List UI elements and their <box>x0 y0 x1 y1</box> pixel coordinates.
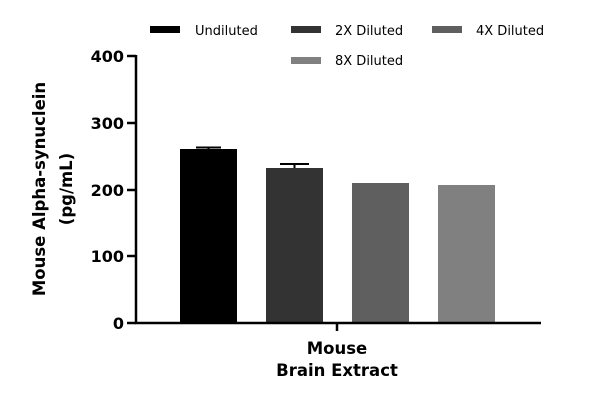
x-category-label: Mouse Brain Extract <box>276 339 398 380</box>
y-axis-title-line-1: Mouse Alpha-synuclein <box>30 82 49 296</box>
legend-label: 2X Diluted <box>335 24 403 39</box>
y-tick-200: 200 <box>91 181 124 200</box>
legend-label: 4X Diluted <box>476 24 544 39</box>
legend-item-8x-diluted: 8X Diluted <box>291 54 403 69</box>
bar-2x-diluted <box>266 168 323 323</box>
legend-item-undiluted: Undiluted <box>150 24 258 39</box>
bar-4x-diluted <box>352 183 409 323</box>
legend-item-2x-diluted: 2X Diluted <box>291 24 403 39</box>
y-axis <box>127 54 138 325</box>
y-tick-0: 0 <box>113 314 124 333</box>
legend-swatch <box>291 26 321 33</box>
bar-undiluted <box>180 149 237 323</box>
legend: Undiluted 2X Diluted 4X Diluted 8X Dilut… <box>150 24 544 69</box>
x-label-line-2: Brain Extract <box>276 361 398 380</box>
legend-swatch <box>150 26 180 33</box>
y-axis-title-line-2: (pg/mL) <box>57 153 76 225</box>
y-tick-100: 100 <box>91 247 124 266</box>
bars <box>180 146 495 323</box>
bar-8x-diluted <box>438 185 495 323</box>
y-tick-300: 300 <box>91 114 124 133</box>
legend-swatch <box>291 57 321 64</box>
legend-label: 8X Diluted <box>335 54 403 69</box>
y-tick-400: 400 <box>91 47 124 66</box>
x-axis <box>135 321 541 331</box>
legend-item-4x-diluted: 4X Diluted <box>432 24 544 39</box>
y-axis-title: Mouse Alpha-synuclein (pg/mL) <box>30 82 76 296</box>
legend-swatch <box>432 26 462 33</box>
legend-label: Undiluted <box>195 24 258 39</box>
x-label-line-1: Mouse <box>307 339 368 358</box>
y-tick-labels: 400 300 200 100 0 <box>91 47 124 333</box>
